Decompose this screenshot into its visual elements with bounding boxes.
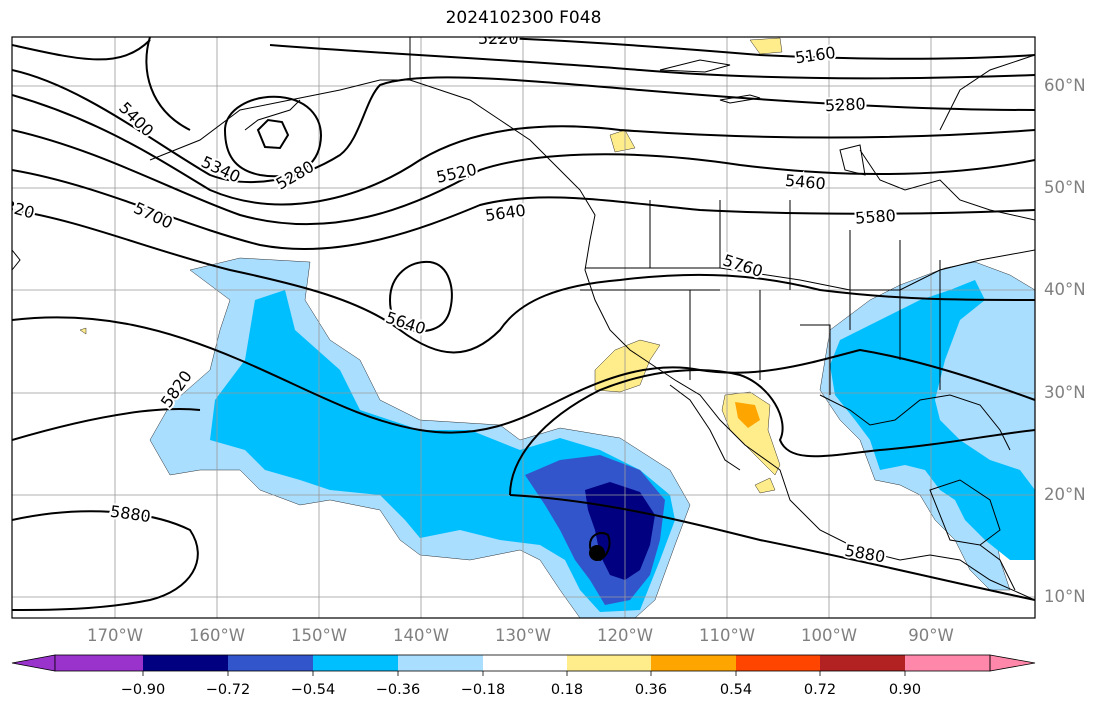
lat-label: 40°N — [1044, 280, 1086, 299]
colorbar-tick-label: −0.72 — [205, 682, 251, 698]
colorbar-tick-label: 0.18 — [550, 682, 584, 698]
colorbar-tick-label: 0.54 — [719, 682, 753, 698]
lon-label: 140°W — [392, 626, 450, 645]
colorbar-extend-left — [11, 654, 56, 672]
lat-label: 20°N — [1044, 485, 1086, 504]
lon-label: 110°W — [698, 626, 756, 645]
lat-label: 30°N — [1044, 383, 1086, 402]
lon-label: 90°W — [908, 626, 954, 645]
colorbar-tick-label: 0.72 — [803, 682, 837, 698]
lon-label: 100°W — [800, 626, 858, 645]
lon-label: 170°W — [86, 626, 144, 645]
lon-label: 130°W — [494, 626, 552, 645]
colorbar-tick-label: 0.90 — [888, 682, 922, 698]
contour-label: 5460 — [784, 171, 826, 193]
lon-label: 120°W — [596, 626, 654, 645]
lat-label: 60°N — [1044, 76, 1086, 95]
lon-label: 150°W — [290, 626, 348, 645]
colorbar-tick-label: 0.36 — [634, 682, 668, 698]
contour-label: 5220 — [478, 29, 519, 48]
cyclone-center-marker — [589, 545, 605, 561]
map-title: 2024102300 F048 — [445, 8, 602, 28]
colorbar — [11, 654, 1036, 676]
map-frame — [11, 36, 1036, 619]
contour-label: 5580 — [855, 206, 897, 228]
lat-label: 10°N — [1044, 587, 1086, 606]
contour-label: 5280 — [825, 94, 867, 115]
shading-positive-mid — [735, 402, 760, 428]
colorbar-tick-label: −0.54 — [290, 682, 336, 698]
colorbar-tick-label: −0.90 — [120, 682, 166, 698]
lon-label: 160°W — [188, 626, 246, 645]
height-contours — [12, 37, 1035, 611]
shading-negative-mid — [210, 280, 1035, 612]
colorbar-tick-label: −0.36 — [375, 682, 421, 698]
colorbar-tick-label: −0.18 — [460, 682, 506, 698]
colorbar-extend-right — [989, 654, 1036, 672]
lat-label: 50°N — [1044, 178, 1086, 197]
